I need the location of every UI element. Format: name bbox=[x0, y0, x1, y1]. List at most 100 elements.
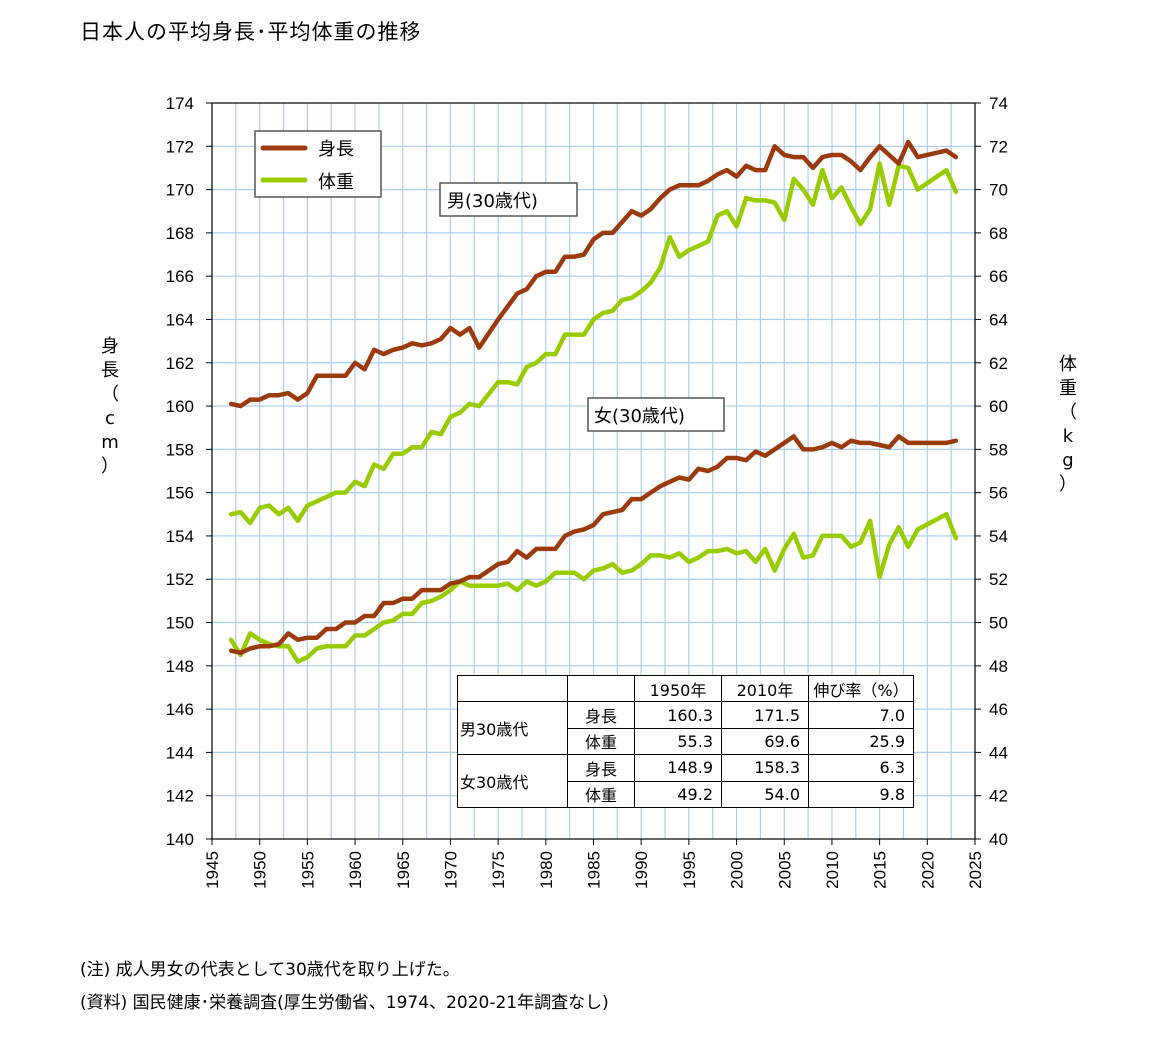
table-header-row: 1950年 2010年 伸び率（%） bbox=[457, 674, 914, 703]
series-group bbox=[228, 139, 959, 664]
y-right-tick-label: 72 bbox=[989, 137, 1008, 156]
table-cell-1950: 55.3 bbox=[634, 727, 722, 756]
table-cell-metric: 身長 bbox=[567, 701, 635, 729]
table-header-cell: 2010年 bbox=[721, 674, 809, 703]
y-left-tick-label: 152 bbox=[166, 570, 194, 589]
y-left-tick-label: 156 bbox=[166, 484, 194, 503]
legend: 身長 体重 bbox=[254, 130, 382, 198]
series-line-men-height bbox=[228, 139, 959, 409]
x-tick-label: 2015 bbox=[871, 851, 890, 889]
x-tick-label: 1950 bbox=[251, 851, 270, 889]
table-cell-2010: 54.0 bbox=[721, 780, 809, 809]
x-tick-label: 1955 bbox=[298, 851, 317, 889]
table-header-cell: 伸び率（%） bbox=[808, 674, 914, 703]
y-left-tick-label: 174 bbox=[166, 94, 194, 113]
y-axis-left-title: 身長（ c m） bbox=[101, 336, 119, 477]
annotation-women-label: 女(30歳代) bbox=[594, 406, 685, 427]
y-right-tick-label: 56 bbox=[989, 484, 1008, 503]
table-cell-rate: 9.8 bbox=[808, 780, 914, 809]
series-line-women-weight bbox=[228, 512, 959, 664]
svg-text:身長（cm）: 身長（ c m） bbox=[101, 336, 119, 477]
table-cell-1950: 160.3 bbox=[634, 701, 722, 729]
x-tick-label: 1965 bbox=[394, 851, 413, 889]
table-cell-rate: 7.0 bbox=[808, 701, 914, 729]
table-cell-group: 女30歳代 bbox=[457, 754, 568, 808]
x-tick-label: 2020 bbox=[918, 851, 937, 889]
x-tick-label: 1945 bbox=[203, 851, 222, 889]
table-cell-2010: 171.5 bbox=[721, 701, 809, 729]
y-right-tick-label: 64 bbox=[989, 310, 1008, 329]
x-tick-label: 2025 bbox=[966, 851, 985, 889]
y-right-tick-label: 54 bbox=[989, 527, 1008, 546]
svg-text:体重（kg）: 体重（ k g） bbox=[1059, 354, 1077, 495]
y-left-tick-label: 150 bbox=[166, 614, 194, 633]
table-cell-2010: 69.6 bbox=[721, 727, 809, 756]
annotation-men-label: 男(30歳代) bbox=[447, 191, 538, 212]
y-left-tick-label: 154 bbox=[166, 527, 194, 546]
y-left-tick-label: 146 bbox=[166, 700, 194, 719]
table-cell-1950: 148.9 bbox=[634, 754, 722, 782]
chart-title: 日本人の平均身長･平均体重の推移 bbox=[80, 20, 422, 44]
footnote-source: (資料) 国民健康･栄養調査(厚生労働省、1974、2020-21年調査なし) bbox=[80, 993, 609, 1013]
y-right-tick-label: 62 bbox=[989, 354, 1008, 373]
legend-label-height: 身長 bbox=[318, 139, 354, 160]
axis-ticks: 140 142 144 146 148 150 152 154 156 158 160 162 164 1… bbox=[166, 94, 1008, 889]
x-tick-label: 2005 bbox=[775, 851, 794, 889]
y-left-tick-label: 164 bbox=[166, 310, 194, 329]
table-cell-group: 男30歳代 bbox=[457, 701, 568, 756]
table-cell-2010: 158.3 bbox=[721, 754, 809, 782]
y-left-tick-label: 172 bbox=[166, 137, 194, 156]
series-line-men-weight bbox=[228, 161, 959, 526]
y-right-tick-label: 40 bbox=[989, 830, 1008, 849]
table-cell-metric: 体重 bbox=[567, 727, 635, 756]
annotation-men: 男(30歳代) bbox=[439, 182, 578, 217]
table-row: 女30歳代 身長 148.9 158.3 6.3 bbox=[457, 754, 914, 808]
y-right-tick-label: 58 bbox=[989, 440, 1008, 459]
x-tick-label: 1990 bbox=[632, 851, 651, 889]
y-right-tick-label: 74 bbox=[989, 94, 1008, 113]
table-cell-metric: 身長 bbox=[567, 754, 635, 782]
x-tick-label: 2010 bbox=[823, 851, 842, 889]
table-row: 体重 49.2 54.0 9.8 bbox=[458, 780, 914, 809]
y-left-tick-label: 142 bbox=[166, 787, 194, 806]
series-line-women-height bbox=[228, 434, 959, 656]
table-cell-rate: 6.3 bbox=[808, 754, 914, 782]
summary-table: 1950年 2010年 伸び率（%） 男30歳代 身長 160.3 171.5 … bbox=[457, 674, 914, 809]
x-tick-label: 1975 bbox=[489, 851, 508, 889]
table-header-cell bbox=[567, 674, 635, 703]
y-right-tick-label: 66 bbox=[989, 267, 1008, 286]
y-right-tick-label: 44 bbox=[989, 743, 1008, 762]
y-right-tick-label: 60 bbox=[989, 397, 1008, 416]
table-cell-metric: 体重 bbox=[567, 780, 635, 809]
y-left-tick-label: 166 bbox=[166, 267, 194, 286]
table-row: 男30歳代 身長 160.3 171.5 7.0 bbox=[457, 701, 914, 756]
y-left-tick-label: 168 bbox=[166, 224, 194, 243]
annotation-women: 女(30歳代) bbox=[587, 397, 725, 432]
x-tick-label: 2000 bbox=[728, 851, 747, 889]
legend-label-weight: 体重 bbox=[318, 172, 354, 193]
table-header-cell: 1950年 bbox=[634, 674, 722, 703]
y-left-tick-label: 158 bbox=[166, 440, 194, 459]
x-tick-label: 1970 bbox=[441, 851, 460, 889]
footnote-note: (注) 成人男女の代表として30歳代を取り上げた。 bbox=[80, 960, 460, 980]
y-right-tick-label: 50 bbox=[989, 614, 1008, 633]
y-left-tick-label: 140 bbox=[166, 830, 194, 849]
y-axis-right-title: 体重（ k g） bbox=[1059, 354, 1077, 495]
y-left-tick-label: 170 bbox=[166, 181, 194, 200]
y-right-tick-label: 46 bbox=[989, 700, 1008, 719]
x-tick-label: 1995 bbox=[680, 851, 699, 889]
table-cell-rate: 25.9 bbox=[808, 727, 914, 756]
y-right-tick-label: 42 bbox=[989, 787, 1008, 806]
y-right-tick-label: 52 bbox=[989, 570, 1008, 589]
x-tick-label: 1960 bbox=[346, 851, 365, 889]
legend-box bbox=[254, 130, 382, 198]
table-cell-1950: 49.2 bbox=[634, 780, 722, 809]
y-left-tick-label: 162 bbox=[166, 354, 194, 373]
y-left-tick-label: 144 bbox=[166, 743, 194, 762]
table-header-cell bbox=[457, 674, 568, 703]
y-left-tick-label: 160 bbox=[166, 397, 194, 416]
x-tick-label: 1980 bbox=[537, 851, 556, 889]
y-left-tick-label: 148 bbox=[166, 657, 194, 676]
y-right-tick-label: 68 bbox=[989, 224, 1008, 243]
y-right-tick-label: 70 bbox=[989, 181, 1008, 200]
